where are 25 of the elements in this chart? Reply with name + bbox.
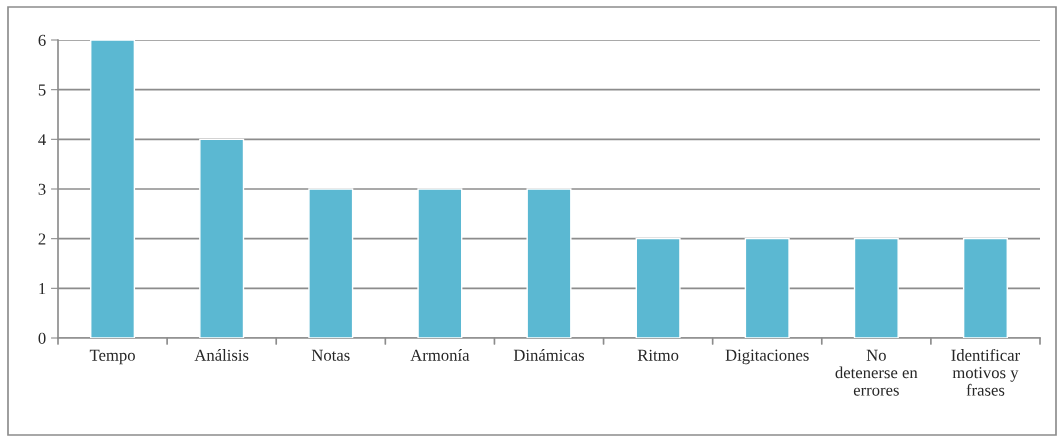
x-tick-label: No detenerse en errores (835, 349, 918, 396)
x-tick-label: Tempo (89, 349, 135, 365)
x-tick-label: Análisis (194, 349, 249, 361)
bar (90, 40, 136, 338)
bar (199, 138, 245, 338)
bar (526, 188, 572, 338)
y-tick-label: 1 (39, 283, 46, 295)
x-tick-label: Dinámicas (513, 349, 585, 361)
y-tick-label: 0 (38, 332, 46, 344)
bar (308, 188, 354, 338)
x-tick-label: Notas (311, 349, 350, 361)
bar (853, 237, 899, 338)
bar (635, 237, 681, 338)
x-tick-label: Identificar motivos y frases (951, 348, 1020, 396)
y-tick-label: 6 (38, 34, 46, 46)
x-tick-label: Armonía (410, 349, 470, 361)
bar (417, 188, 463, 338)
y-tick-label: 3 (38, 183, 46, 195)
bar (744, 237, 790, 338)
x-tick-label: Ritmo (637, 349, 679, 361)
bar (962, 237, 1008, 338)
x-tick-label: Digitaciones (725, 349, 809, 365)
y-tick-label: 2 (38, 233, 46, 245)
y-tick-label: 5 (38, 84, 46, 96)
y-tick-label: 4 (38, 134, 46, 146)
